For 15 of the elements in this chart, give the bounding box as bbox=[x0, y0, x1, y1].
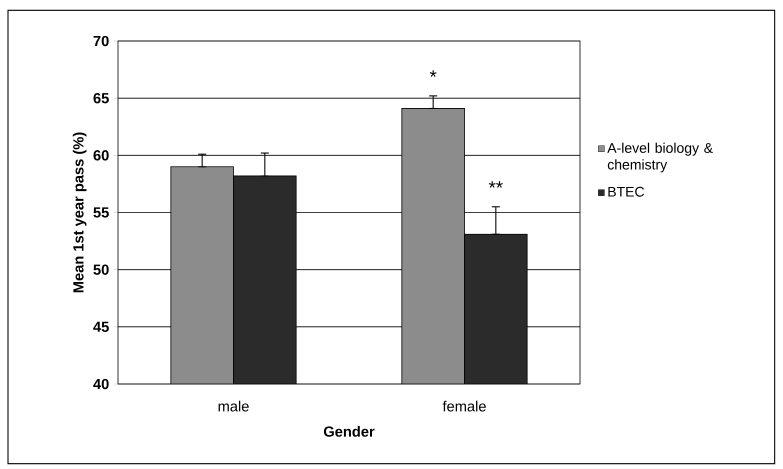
x-tick-label: female bbox=[442, 400, 486, 412]
y-tick-label: 60 bbox=[94, 150, 109, 161]
y-tick-label: 40 bbox=[93, 378, 109, 390]
legend-label: A-level biology & chemistry bbox=[607, 142, 713, 172]
y-axis-title: Mean 1st year pass (%) bbox=[72, 132, 86, 292]
y-tick-label: 55 bbox=[93, 207, 109, 218]
annotation: * bbox=[430, 70, 437, 77]
x-axis-title: Gender bbox=[324, 426, 374, 437]
y-tick-label: 45 bbox=[93, 322, 109, 332]
x-tick-label: male bbox=[218, 400, 249, 412]
legend-label: BTEC bbox=[608, 186, 644, 197]
annotation: ** bbox=[488, 181, 503, 188]
y-tick-label: 65 bbox=[94, 92, 109, 104]
y-tick-label: 70 bbox=[94, 36, 109, 46]
y-tick-label: 50 bbox=[93, 264, 109, 275]
